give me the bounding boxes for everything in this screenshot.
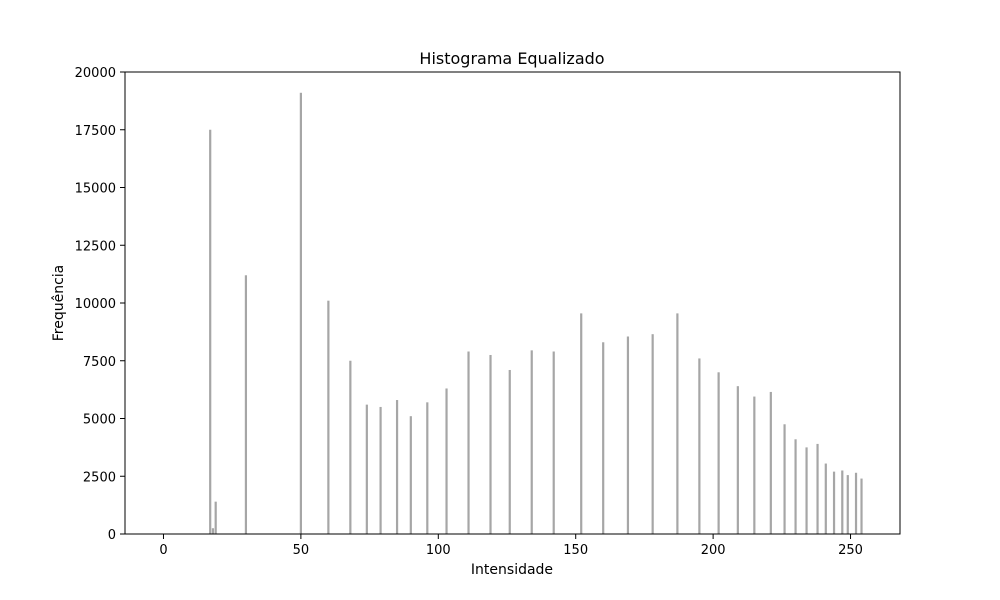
histogram-bar <box>816 443 819 534</box>
histogram-bar <box>854 472 858 534</box>
histogram-bar <box>489 354 492 534</box>
bars-group <box>209 92 863 535</box>
histogram-bar <box>349 360 352 534</box>
histogram-bar <box>783 424 786 534</box>
histogram-bar <box>736 386 739 534</box>
y-tick-label: 10000 <box>75 297 116 312</box>
histogram-bar <box>651 334 654 534</box>
x-tick-label: 50 <box>293 543 310 558</box>
histogram-bar <box>753 396 756 534</box>
x-axis-label: Intensidade <box>471 562 553 578</box>
histogram-bar <box>824 463 827 534</box>
x-tick-label: 100 <box>426 543 451 558</box>
x-tick-label: 150 <box>563 543 588 558</box>
histogram-bar <box>209 129 212 534</box>
histogram-bar <box>717 372 720 534</box>
y-tick-label: 15000 <box>75 182 116 197</box>
histogram-bar <box>379 406 382 534</box>
plot-frame <box>124 71 901 535</box>
histogram-bar <box>626 336 630 534</box>
histogram-bar <box>395 400 399 534</box>
x-tick-label: 200 <box>701 543 726 558</box>
histogram-bar <box>794 439 797 534</box>
histogram-bar <box>832 471 836 534</box>
y-tick-label: 20000 <box>75 66 116 81</box>
histogram-bar <box>445 388 448 534</box>
histogram-bar <box>530 350 533 534</box>
histogram-bar <box>602 342 605 534</box>
y-tick-label: 12500 <box>75 239 116 254</box>
x-tick-label: 0 <box>159 543 167 558</box>
histogram-bar <box>299 92 302 534</box>
y-tick-label: 2500 <box>83 470 116 485</box>
histogram-bar <box>244 275 248 534</box>
histogram-bar <box>698 358 701 534</box>
histogram-bar <box>860 478 863 534</box>
histogram-bar <box>841 470 844 534</box>
histogram-bar <box>508 369 511 534</box>
histogram-bar <box>214 501 217 534</box>
histogram-bar <box>365 404 368 534</box>
histogram-bar <box>409 416 412 534</box>
histogram-bar <box>805 447 808 535</box>
histogram-bar <box>769 391 772 534</box>
x-tick-label: 250 <box>838 543 863 558</box>
y-tick-label: 17500 <box>75 124 116 139</box>
histogram-bar <box>846 475 849 534</box>
histogram-bar <box>676 313 679 534</box>
histogram-bar <box>426 402 429 534</box>
y-tick-label: 5000 <box>83 413 116 428</box>
chart-title: Histograma Equalizado <box>419 49 604 68</box>
y-axis-label: Frequência <box>51 265 67 342</box>
y-tick-label: 7500 <box>83 355 116 370</box>
histogram-bar <box>552 351 555 534</box>
histogram-bar <box>211 528 215 534</box>
histogram-bar <box>327 300 330 534</box>
histogram-bar <box>467 351 470 534</box>
y-axis-ticks: 0 2500 5000 7500 10000 12500 15000 17500 20000 <box>75 66 125 543</box>
y-tick-label: 0 <box>108 528 116 543</box>
histogram-bar <box>580 313 583 534</box>
x-axis-ticks: 0 50 100 150 200 250 <box>159 534 863 558</box>
